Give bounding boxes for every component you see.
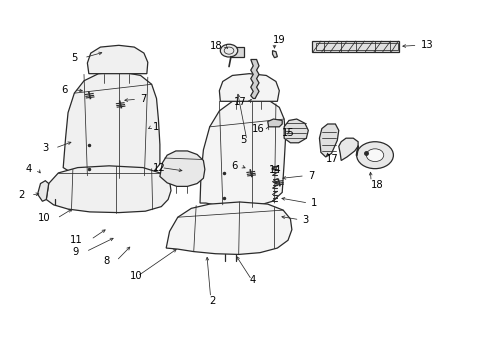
Circle shape <box>366 149 383 162</box>
Polygon shape <box>284 119 308 143</box>
Text: 16: 16 <box>251 123 264 134</box>
Text: 6: 6 <box>61 85 68 95</box>
Polygon shape <box>46 166 171 213</box>
Text: 4: 4 <box>25 165 32 174</box>
Text: 6: 6 <box>230 161 237 171</box>
Text: 12: 12 <box>152 163 165 172</box>
Circle shape <box>356 142 393 168</box>
Text: 10: 10 <box>38 213 50 223</box>
Text: 4: 4 <box>249 275 255 285</box>
Text: 15: 15 <box>282 128 294 138</box>
Polygon shape <box>267 119 282 127</box>
Polygon shape <box>219 74 279 101</box>
Text: 18: 18 <box>210 41 223 51</box>
Text: 17: 17 <box>325 154 338 165</box>
Polygon shape <box>87 45 147 74</box>
Text: 9: 9 <box>73 247 79 257</box>
Polygon shape <box>250 59 259 99</box>
Text: 11: 11 <box>70 235 82 244</box>
Text: 10: 10 <box>129 271 142 282</box>
Text: 17: 17 <box>234 97 246 107</box>
Polygon shape <box>200 98 285 207</box>
Text: 2: 2 <box>209 296 216 306</box>
Polygon shape <box>160 151 204 186</box>
Polygon shape <box>338 138 357 161</box>
Text: 13: 13 <box>420 40 433 50</box>
Text: 8: 8 <box>103 256 110 266</box>
Text: 5: 5 <box>240 135 246 145</box>
Polygon shape <box>38 181 49 201</box>
Text: 7: 7 <box>308 171 314 181</box>
Polygon shape <box>230 47 243 57</box>
Circle shape <box>220 44 237 57</box>
Text: 18: 18 <box>370 180 383 190</box>
Polygon shape <box>63 72 160 178</box>
Text: 1: 1 <box>152 122 159 132</box>
Polygon shape <box>166 202 291 255</box>
Text: 19: 19 <box>272 35 285 45</box>
Text: 1: 1 <box>310 198 317 208</box>
Text: 14: 14 <box>268 165 281 175</box>
Polygon shape <box>272 51 277 58</box>
Text: 5: 5 <box>71 53 78 63</box>
Text: 3: 3 <box>302 215 308 225</box>
Text: 2: 2 <box>18 190 24 200</box>
Text: 3: 3 <box>42 143 49 153</box>
Text: 7: 7 <box>140 94 146 104</box>
Polygon shape <box>319 124 338 157</box>
Polygon shape <box>311 41 398 52</box>
